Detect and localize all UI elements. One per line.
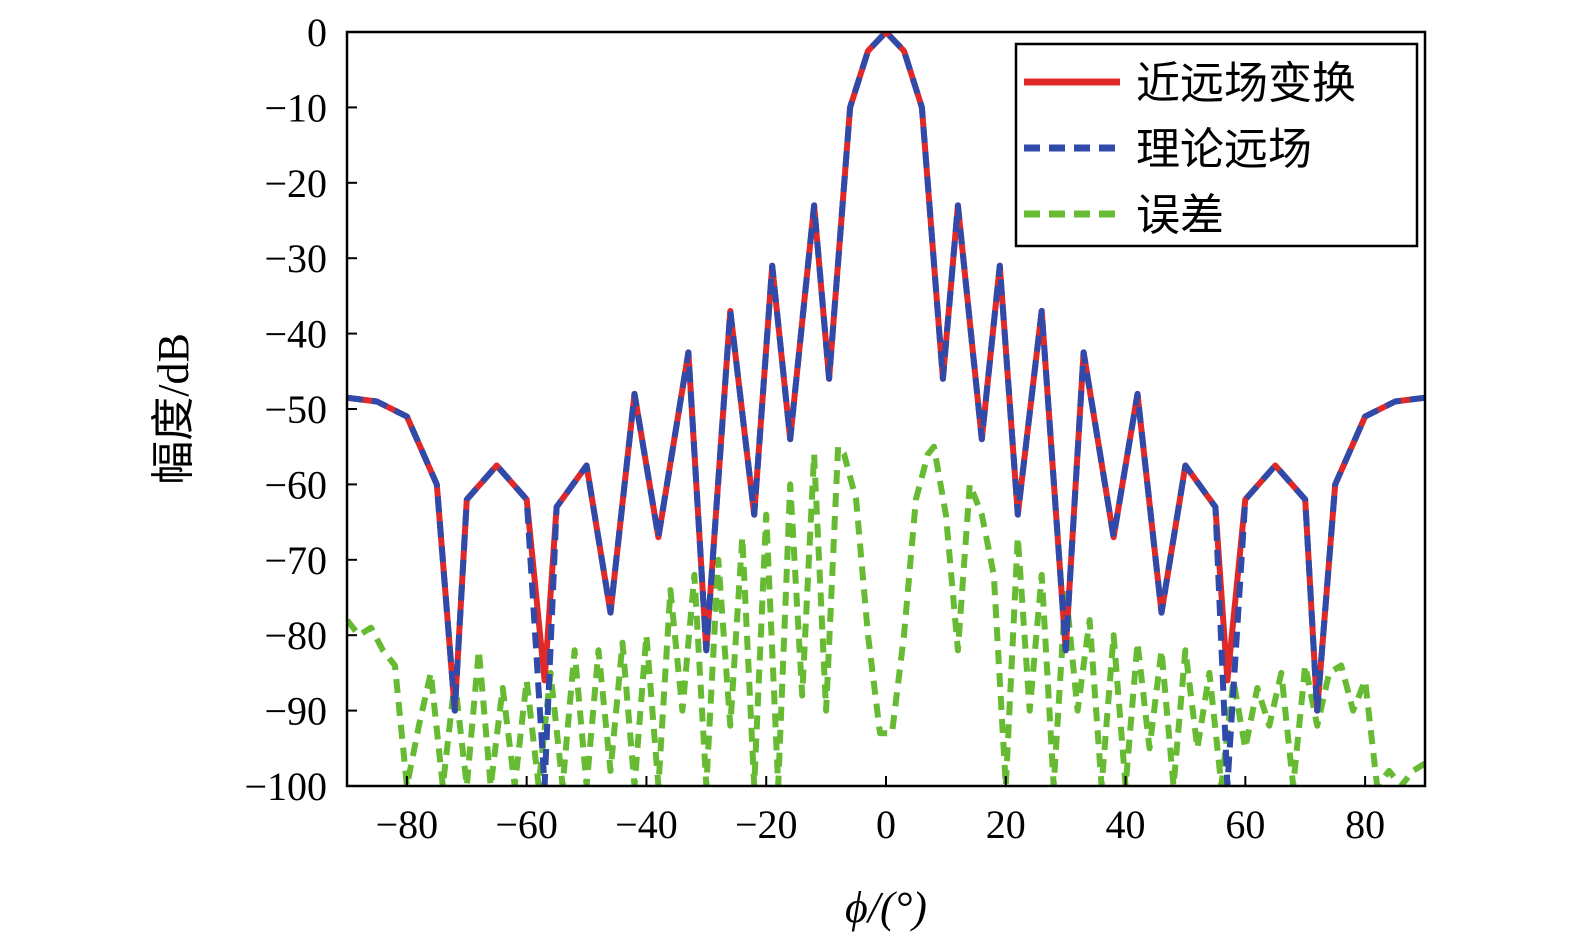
y-tick-label: −40 [264,312,327,357]
y-tick-label: −50 [264,387,327,432]
series-line-error [347,443,1425,786]
x-tick-label: −20 [735,802,798,847]
x-tick-label: −40 [615,802,678,847]
y-tick-label: −100 [244,764,327,809]
series-layer [347,32,1425,786]
x-tick-label: −80 [376,802,439,847]
x-axis-label: ϕ/(°) [845,883,927,932]
y-tick-label: −80 [264,613,327,658]
x-tick-label: 60 [1225,802,1265,847]
y-tick-label: −70 [264,538,327,583]
y-tick-label: −30 [264,236,327,281]
legend-label-error: 误差 [1136,191,1224,240]
y-tick-label: −10 [264,85,327,130]
x-axis-ticks: −80 −60 −40 −20 0 20 40 60 80 [376,776,1385,847]
y-tick-label: −90 [264,689,327,734]
x-tick-label: 80 [1345,802,1385,847]
legend-label-theoretical-far-field: 理论远场 [1136,125,1312,174]
x-tick-label: 40 [1106,802,1146,847]
y-tick-label: 0 [307,10,327,55]
y-tick-label: −20 [264,161,327,206]
series-line-near-far-transform [347,32,1425,714]
legend: 近远场变换 理论远场 误差 [1014,42,1419,248]
y-tick-label: −60 [264,462,327,507]
x-tick-label: 0 [876,802,896,847]
y-axis-label: 幅度/dB [149,333,198,485]
x-tick-label: 20 [986,802,1026,847]
legend-label-near-far-transform: 近远场变换 [1136,59,1356,108]
y-axis-ticks: 0 −10 −20 −30 −40 −50 −60 −70 −80 −90 −100 [244,10,357,809]
x-tick-label: −60 [495,802,558,847]
